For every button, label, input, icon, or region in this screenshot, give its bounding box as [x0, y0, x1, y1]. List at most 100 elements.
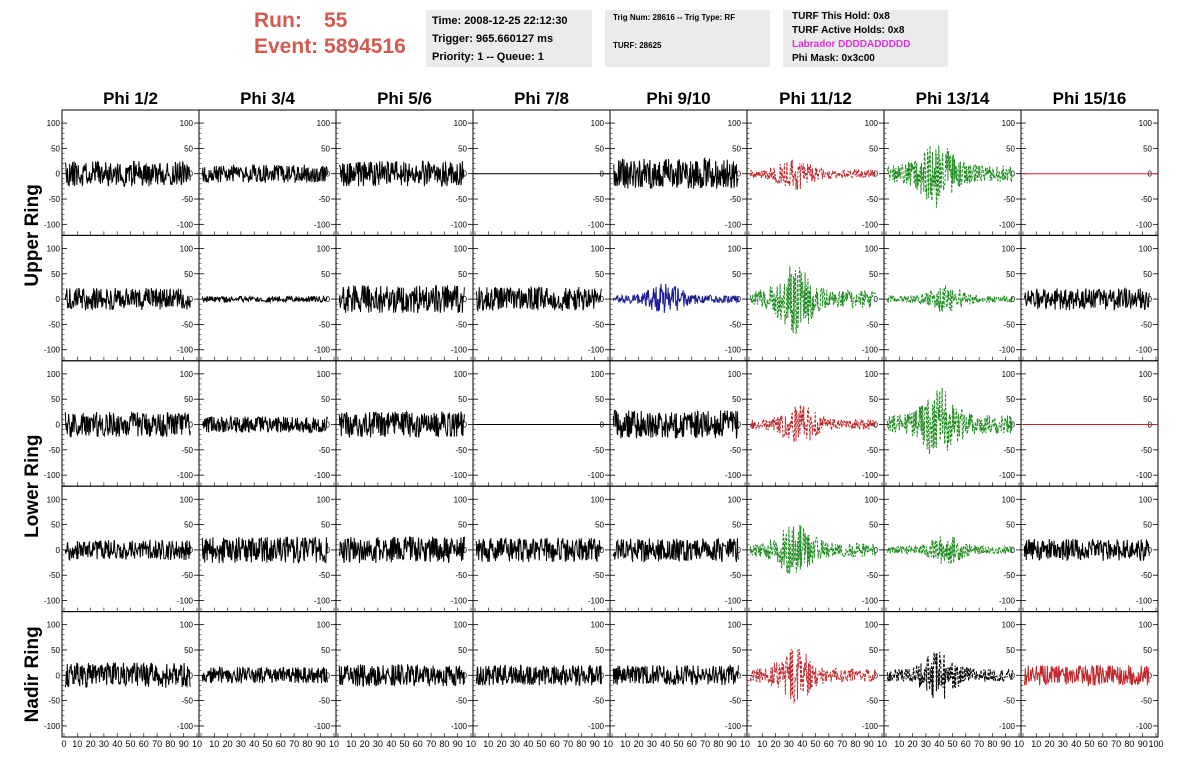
trigger-info-panel: Trig Num: 28616 -- Trig Type: RF TURF: 2… — [605, 10, 770, 67]
y-tick-label: 100 — [317, 370, 331, 379]
y-tick-label: -100 — [1136, 471, 1153, 480]
waveform-trace — [749, 524, 876, 574]
event-value: 5894516 — [324, 35, 406, 58]
y-tick-label: -100 — [314, 722, 331, 731]
y-tick-label: 100 — [454, 119, 468, 128]
y-tick-label: 0 — [1011, 421, 1016, 430]
y-tick-label: 100 — [454, 370, 468, 379]
y-tick-label: 50 — [184, 646, 193, 655]
y-tick-label: -100 — [588, 471, 605, 480]
y-tick-label: 0 — [56, 671, 61, 680]
panel-frame — [1020, 360, 1159, 487]
y-tick-label: 100 — [591, 119, 605, 128]
x-tick-label: 30 — [510, 739, 520, 749]
x-tick-label: 10 — [72, 739, 82, 749]
y-tick-label: -50 — [181, 195, 193, 204]
y-tick-label: 0 — [326, 170, 331, 179]
y-tick-label: -100 — [862, 722, 879, 731]
column-header: Phi 11/12 — [779, 89, 852, 108]
y-tick-label: -100 — [44, 722, 61, 731]
y-tick-label: 0 — [463, 170, 468, 179]
column-header: Phi 15/16 — [1053, 89, 1127, 108]
y-tick-label: 0 — [326, 295, 331, 304]
y-tick-label: 50 — [458, 646, 467, 655]
x-tick-label: 50 — [810, 739, 820, 749]
waveform-panel: -100 -100 -50 -50 0 0 50 50 100 100 — [44, 485, 200, 613]
x-tick-label: 30 — [921, 739, 931, 749]
x-tick-label: 50 — [947, 739, 957, 749]
y-tick-label: 100 — [1139, 370, 1153, 379]
x-tick-label: 70 — [152, 739, 162, 749]
y-tick-label: 0 — [56, 546, 61, 555]
y-tick-label: 0 — [1148, 295, 1153, 304]
y-tick-label: -50 — [592, 320, 604, 329]
y-tick-label: 50 — [321, 144, 330, 153]
y-tick-label: -100 — [1136, 722, 1153, 731]
y-tick-label: 0 — [874, 295, 879, 304]
y-tick-label: -50 — [48, 320, 60, 329]
y-tick-label: 100 — [180, 244, 194, 253]
y-tick-label: -50 — [48, 446, 60, 455]
y-tick-label: -50 — [592, 571, 604, 580]
y-tick-label: 0 — [463, 546, 468, 555]
trigger-text: Trigger: 965.660127 ms — [432, 33, 554, 45]
y-tick-label: -100 — [314, 346, 331, 355]
y-tick-label: -100 — [44, 220, 61, 229]
y-tick-label: -100 — [1136, 597, 1153, 606]
x-tick-label: 10 — [483, 739, 493, 749]
y-tick-label: 100 — [865, 621, 879, 630]
y-tick-label: 50 — [51, 521, 60, 530]
y-tick-label: 100 — [865, 370, 879, 379]
x-tick-label: 90 — [864, 739, 874, 749]
x-tick-label: 60 — [413, 739, 423, 749]
y-tick-label: 100 — [1139, 621, 1153, 630]
y-tick-label: 50 — [1143, 395, 1152, 404]
waveform-panel: -100 -100 -50 -50 0 0 50 50 100 100 — [44, 109, 200, 236]
y-tick-label: -50 — [181, 446, 193, 455]
x-tick-label: 10 — [877, 739, 887, 749]
event-label: Event: — [254, 35, 319, 58]
y-tick-label: 50 — [1006, 395, 1015, 404]
column-header: Phi 13/14 — [916, 89, 990, 108]
waveform-trace — [201, 665, 328, 684]
y-tick-label: 0 — [600, 295, 605, 304]
x-tick-label: 20 — [223, 739, 233, 749]
x-tick-label: 40 — [660, 739, 670, 749]
turf-num-text: TURF: 28625 — [613, 41, 662, 50]
y-tick-label: -50 — [318, 195, 330, 204]
y-tick-label: -100 — [451, 471, 468, 480]
y-tick-label: -100 — [862, 597, 879, 606]
y-tick-label: 100 — [1002, 370, 1016, 379]
y-tick-label: 0 — [56, 170, 61, 179]
x-tick-label: 40 — [386, 739, 396, 749]
x-tick-label: 20 — [634, 739, 644, 749]
x-tick-label: 80 — [850, 739, 860, 749]
waveform-trace — [1023, 664, 1150, 687]
waveform-trace — [612, 537, 739, 563]
waveform-trace — [338, 410, 465, 438]
x-tick-label: 40 — [523, 739, 533, 749]
y-tick-label: -50 — [318, 446, 330, 455]
x-tick-label: 80 — [302, 739, 312, 749]
y-tick-label: -50 — [729, 697, 741, 706]
y-tick-label: 50 — [869, 521, 878, 530]
y-tick-label: -50 — [1140, 446, 1152, 455]
x-tick-label: 90 — [1001, 739, 1011, 749]
waveform-trace — [64, 160, 191, 187]
y-tick-label: -100 — [451, 220, 468, 229]
y-tick-label: 0 — [463, 671, 468, 680]
y-tick-label: -100 — [999, 220, 1016, 229]
x-tick-label: 40 — [249, 739, 259, 749]
x-tick-label: 10 — [757, 739, 767, 749]
y-tick-label: 50 — [732, 646, 741, 655]
x-tick-label: 50 — [399, 739, 409, 749]
y-tick-label: 50 — [184, 270, 193, 279]
y-tick-label: 50 — [595, 144, 604, 153]
y-tick-label: 50 — [1143, 521, 1152, 530]
